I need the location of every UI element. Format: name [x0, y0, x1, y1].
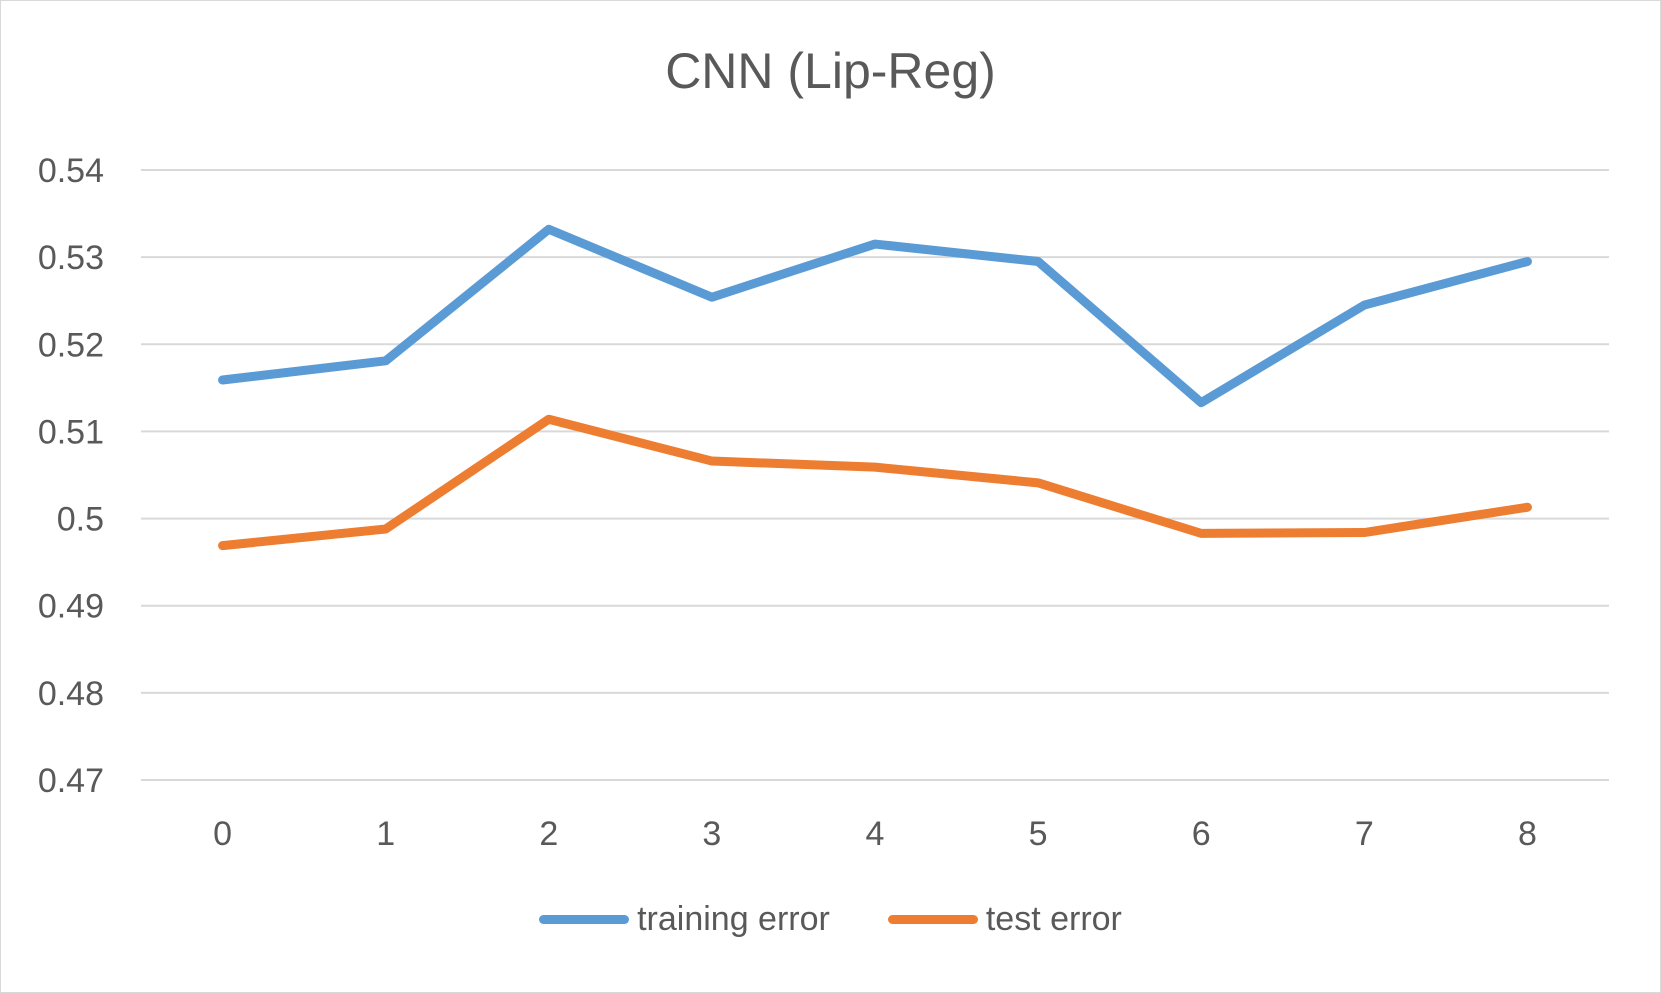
data-point-test-error [385, 528, 387, 530]
legend-label-training-error: training error [637, 900, 830, 938]
x-tick-label: 3 [702, 815, 721, 853]
x-axis-tick-labels: 0 1 2 3 4 5 6 7 8 [213, 815, 1537, 853]
data-point-training-error [1200, 402, 1202, 404]
y-tick-label: 0.51 [38, 413, 104, 451]
data-point-training-error [548, 228, 550, 230]
chart-title: CNN (Lip-Reg) [665, 43, 996, 99]
x-tick-label: 7 [1355, 815, 1374, 853]
data-point-training-error [1363, 304, 1365, 306]
data-point-training-error [385, 360, 387, 362]
data-point-test-error [1526, 506, 1528, 508]
y-tick-label: 0.53 [38, 239, 104, 277]
x-tick-label: 2 [539, 815, 558, 853]
data-point-training-error [222, 379, 224, 381]
x-tick-label: 1 [376, 815, 395, 853]
y-tick-label: 0.54 [38, 152, 104, 190]
data-point-test-error [1037, 482, 1039, 484]
y-tick-label: 0.48 [38, 675, 104, 713]
y-tick-label: 0.52 [38, 326, 104, 364]
series-line-test-error [218, 414, 1532, 551]
data-point-training-error [711, 296, 713, 298]
data-point-test-error [1200, 532, 1202, 534]
legend-swatch-training-error [539, 915, 630, 924]
series-line-training-error [218, 224, 1532, 408]
data-point-test-error [711, 460, 713, 462]
legend: training error test error [0, 900, 1661, 939]
x-tick-label: 8 [1518, 815, 1537, 853]
legend-label-test-error: test error [985, 900, 1122, 938]
y-tick-label: 0.47 [38, 762, 104, 800]
x-tick-label: 6 [1192, 815, 1211, 853]
data-point-training-error [1037, 261, 1039, 262]
y-axis-tick-labels: 0.47 0.48 0.49 0.5 0.51 0.52 0.53 0.54 [38, 152, 104, 800]
legend-item-test-error: test error [887, 900, 1122, 939]
legend-swatch-test-error [887, 915, 978, 924]
data-point-training-error [874, 243, 876, 245]
data-point-test-error [548, 418, 550, 420]
data-point-training-error [1526, 261, 1528, 262]
data-point-test-error [874, 466, 876, 468]
data-point-test-error [1363, 532, 1365, 534]
series-lines [218, 224, 1532, 551]
data-point-test-error [222, 545, 224, 547]
legend-item-training-error: training error [539, 900, 830, 939]
x-tick-label: 0 [213, 815, 232, 853]
y-tick-label: 0.5 [57, 501, 104, 539]
x-tick-label: 5 [1029, 815, 1048, 853]
y-tick-label: 0.49 [38, 588, 104, 626]
gridlines [141, 169, 1609, 781]
x-tick-label: 4 [866, 815, 885, 853]
